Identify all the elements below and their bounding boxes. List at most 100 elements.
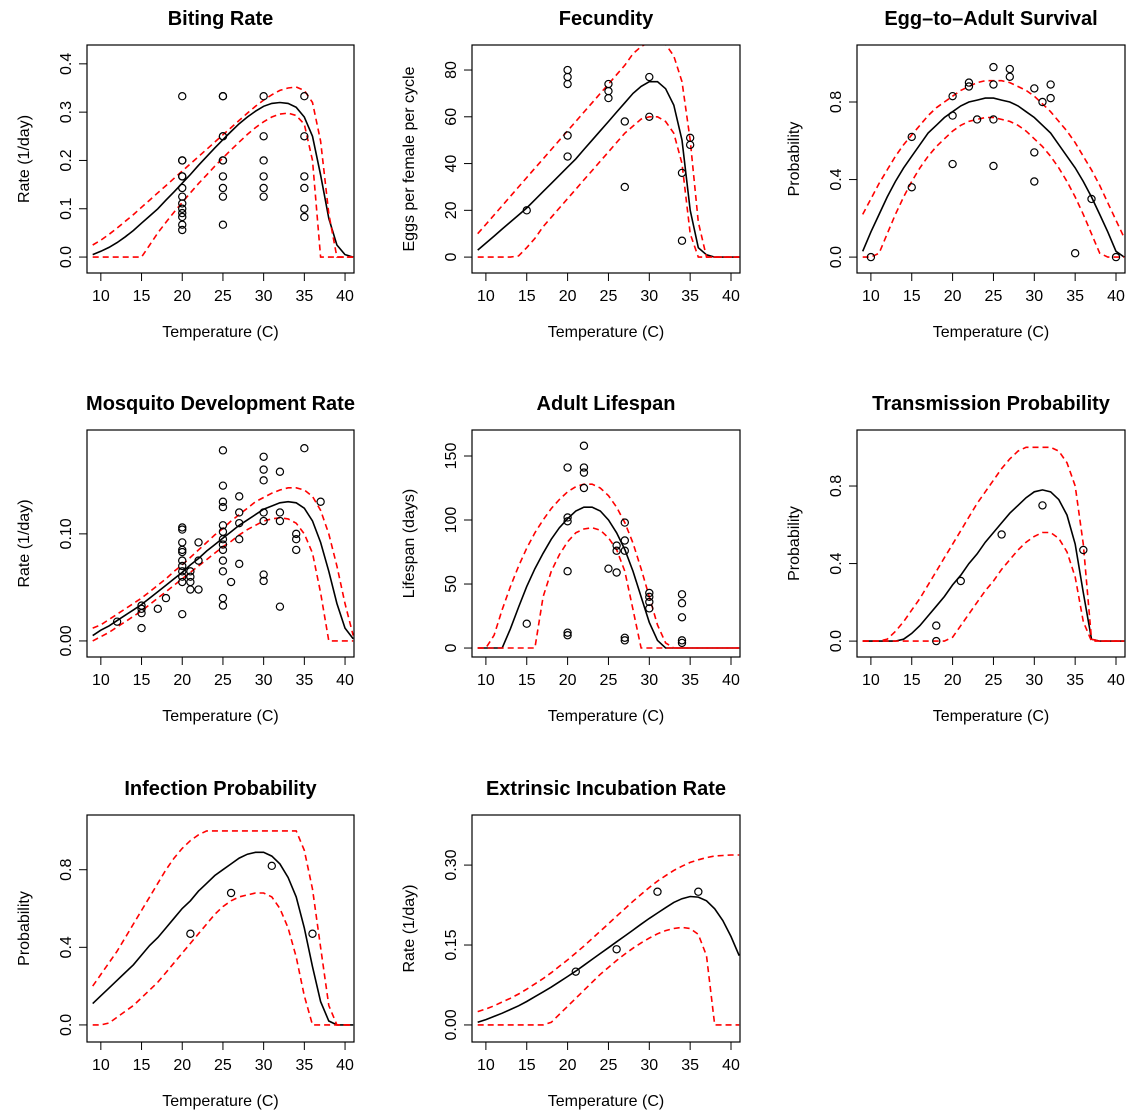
data-point bbox=[218, 446, 228, 455]
data-point bbox=[259, 92, 268, 101]
data-point bbox=[178, 525, 187, 534]
data-point bbox=[259, 192, 268, 201]
data-point bbox=[563, 72, 572, 82]
data-point bbox=[218, 601, 228, 610]
y-tick-label: 150 bbox=[443, 443, 460, 470]
fit-line bbox=[92, 516, 354, 642]
x-tick-label: 40 bbox=[336, 672, 354, 689]
x-tick-label: 10 bbox=[92, 1057, 110, 1074]
fit-line bbox=[92, 830, 354, 1026]
data-point bbox=[645, 597, 654, 607]
y-tick-label: 0.8 bbox=[828, 91, 845, 113]
data-point bbox=[1070, 249, 1080, 258]
fit-line bbox=[477, 506, 740, 649]
y-axis-label: Lifespan (days) bbox=[401, 489, 418, 598]
plot-box bbox=[471, 814, 741, 1043]
data-point bbox=[259, 576, 268, 586]
fit-line bbox=[862, 116, 1125, 258]
fit-line bbox=[92, 851, 354, 1026]
data-point bbox=[178, 556, 187, 565]
data-point bbox=[1046, 93, 1055, 103]
data-point bbox=[1079, 545, 1088, 555]
data-point bbox=[907, 183, 916, 192]
y-tick-label: 0.0 bbox=[828, 246, 845, 268]
data-point bbox=[275, 516, 285, 526]
data-point bbox=[677, 590, 687, 599]
y-tick-label: 0.8 bbox=[828, 475, 845, 497]
chart-title: Mosquito Development Rate bbox=[86, 393, 355, 415]
data-point bbox=[522, 206, 531, 215]
data-point bbox=[259, 156, 268, 165]
y-tick-label: 100 bbox=[443, 507, 460, 534]
x-axis-label: Temperature (C) bbox=[162, 1093, 278, 1110]
x-tick-label: 15 bbox=[133, 1057, 151, 1074]
data-point bbox=[218, 132, 228, 141]
data-point bbox=[218, 556, 228, 565]
data-point bbox=[226, 888, 236, 898]
y-tick-label: 0.15 bbox=[443, 929, 460, 960]
data-point bbox=[612, 945, 621, 954]
x-tick-label: 15 bbox=[133, 672, 151, 689]
data-point bbox=[178, 567, 187, 576]
x-tick-label: 15 bbox=[903, 672, 921, 689]
x-tick-label: 20 bbox=[173, 672, 191, 689]
x-tick-label: 20 bbox=[173, 1057, 191, 1074]
x-tick-label: 30 bbox=[255, 672, 273, 689]
data-point bbox=[620, 546, 629, 555]
data-point bbox=[218, 497, 228, 506]
data-point bbox=[178, 572, 187, 581]
fit-line bbox=[477, 116, 740, 258]
fit-line bbox=[861, 97, 1125, 258]
chart-title: Egg–to–Adult Survival bbox=[884, 8, 1097, 30]
x-tick-label: 40 bbox=[722, 288, 740, 305]
data-point bbox=[563, 152, 572, 161]
x-tick-label: 10 bbox=[92, 288, 110, 305]
y-axis-label: Rate (1/day) bbox=[16, 115, 33, 203]
data-point bbox=[932, 621, 941, 630]
x-axis-label: Temperature (C) bbox=[548, 708, 664, 725]
data-point bbox=[563, 463, 572, 472]
x-axis-label: Temperature (C) bbox=[548, 324, 664, 341]
data-point bbox=[579, 468, 589, 477]
data-point bbox=[178, 225, 187, 235]
data-point bbox=[1030, 177, 1039, 186]
y-tick-label: 0.4 bbox=[828, 552, 845, 574]
panel: 10 15 20 25 30 35 40 0 50 100 150 Adult Lifespan Tem… bbox=[401, 393, 741, 725]
data-point bbox=[604, 93, 613, 103]
data-point bbox=[235, 518, 244, 528]
data-point bbox=[259, 132, 268, 141]
chart-title: Transmission Probability bbox=[872, 393, 1111, 415]
data-point bbox=[275, 602, 285, 611]
x-axis-label: Temperature (C) bbox=[933, 708, 1049, 725]
data-point bbox=[563, 628, 572, 637]
y-tick-label: 0.4 bbox=[58, 936, 75, 958]
data-point bbox=[194, 585, 203, 594]
fit-line bbox=[862, 531, 1125, 642]
data-point bbox=[259, 172, 268, 181]
data-point bbox=[178, 172, 187, 181]
data-point bbox=[579, 441, 589, 450]
x-tick-label: 30 bbox=[255, 1057, 273, 1074]
fit-line bbox=[477, 526, 740, 649]
y-axis-label: Probability bbox=[786, 122, 803, 197]
data-point bbox=[1087, 194, 1096, 204]
data-point bbox=[653, 887, 662, 896]
data-point bbox=[300, 212, 309, 222]
data-point bbox=[218, 481, 228, 490]
plot-box bbox=[856, 429, 1126, 658]
x-tick-label: 35 bbox=[1066, 672, 1084, 689]
data-point bbox=[1046, 80, 1055, 89]
data-point bbox=[932, 636, 941, 646]
y-tick-label: 0.0 bbox=[58, 246, 75, 268]
plot-box bbox=[86, 44, 355, 274]
data-point bbox=[259, 476, 268, 485]
y-tick-label: 0.10 bbox=[58, 518, 75, 549]
data-point bbox=[1030, 84, 1039, 93]
data-point bbox=[1038, 501, 1047, 510]
x-tick-label: 35 bbox=[295, 1057, 313, 1074]
data-point bbox=[235, 492, 244, 501]
data-point bbox=[964, 78, 974, 87]
y-tick-label: 40 bbox=[443, 155, 460, 173]
data-point bbox=[645, 112, 654, 121]
